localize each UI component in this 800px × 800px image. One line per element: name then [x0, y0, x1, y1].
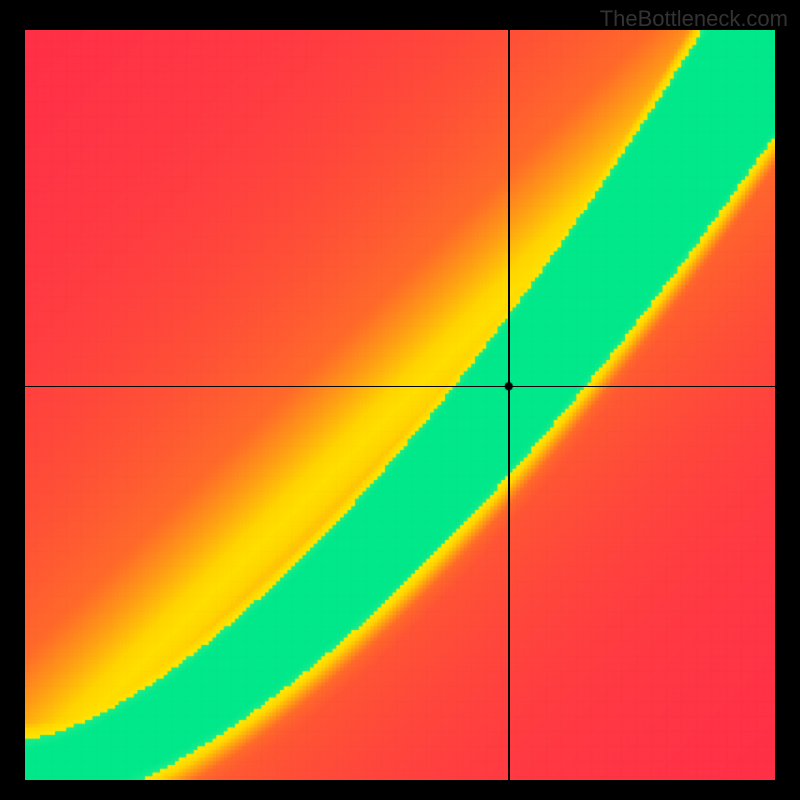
- crosshair-horizontal: [25, 386, 775, 388]
- chart-container: TheBottleneck.com: [0, 0, 800, 800]
- crosshair-dot: [25, 30, 775, 780]
- crosshair-vertical: [508, 30, 510, 780]
- heatmap-plot: [25, 30, 775, 780]
- watermark-text: TheBottleneck.com: [600, 6, 788, 32]
